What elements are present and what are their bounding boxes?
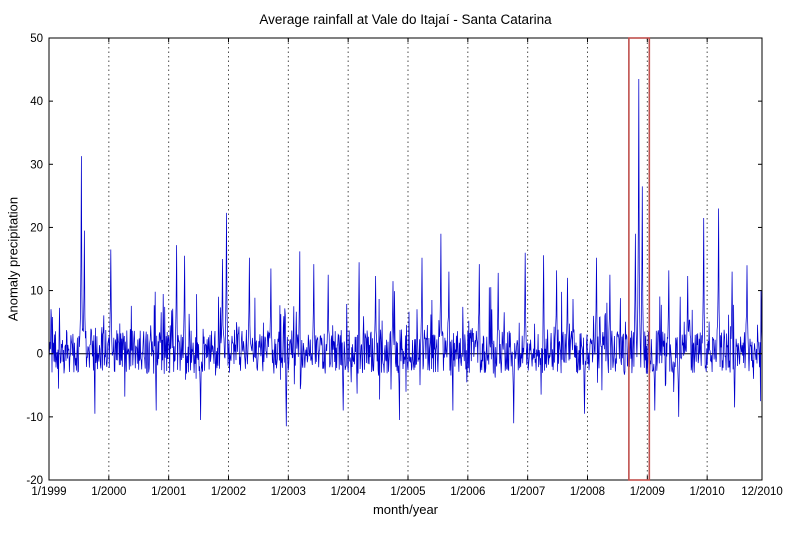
svg-text:0: 0 xyxy=(37,349,43,361)
svg-text:1/2000: 1/2000 xyxy=(91,486,126,498)
svg-text:1/1999: 1/1999 xyxy=(31,486,66,498)
svg-text:1/2007: 1/2007 xyxy=(510,486,545,498)
svg-text:12/2010: 12/2010 xyxy=(741,486,783,498)
svg-text:1/2010: 1/2010 xyxy=(690,486,725,498)
svg-text:-20: -20 xyxy=(26,475,43,487)
chart-title: Average rainfall at Vale do Itajaí - San… xyxy=(259,12,552,27)
svg-text:50: 50 xyxy=(30,33,43,45)
svg-text:1/2005: 1/2005 xyxy=(390,486,425,498)
svg-text:40: 40 xyxy=(30,96,43,108)
svg-text:1/2004: 1/2004 xyxy=(331,486,367,498)
svg-text:1/2006: 1/2006 xyxy=(450,486,485,498)
x-axis-label: month/year xyxy=(372,502,439,517)
svg-text:1/2008: 1/2008 xyxy=(570,486,605,498)
svg-text:1/2002: 1/2002 xyxy=(211,486,246,498)
svg-text:1/2003: 1/2003 xyxy=(271,486,306,498)
svg-text:1/2009: 1/2009 xyxy=(630,486,665,498)
svg-text:10: 10 xyxy=(30,286,43,298)
svg-text:30: 30 xyxy=(30,159,43,171)
svg-text:20: 20 xyxy=(30,222,43,234)
svg-text:-10: -10 xyxy=(26,412,43,424)
svg-text:1/2001: 1/2001 xyxy=(151,486,186,498)
